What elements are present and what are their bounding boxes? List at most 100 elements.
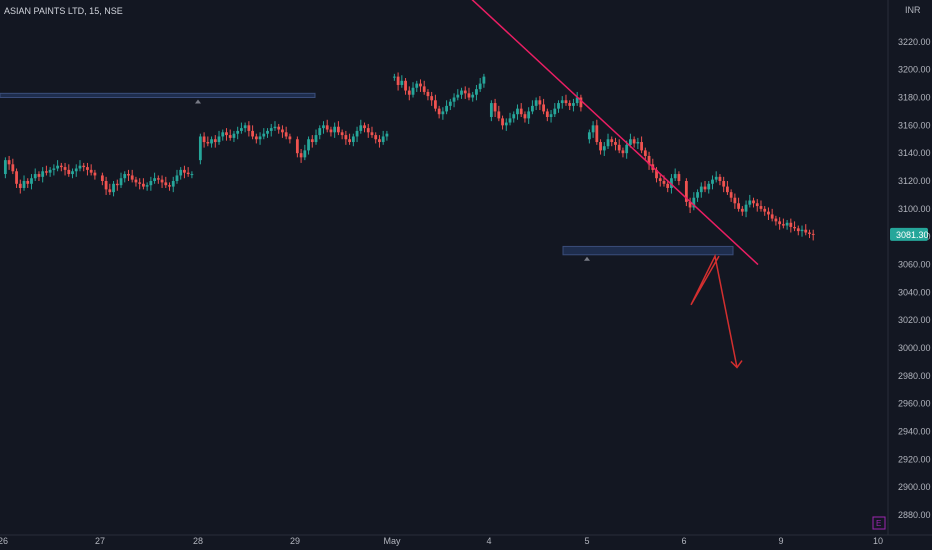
price-tick-label: 3180.00 [898, 93, 931, 103]
candle [774, 215, 778, 226]
events-badge-label[interactable]: E [876, 519, 881, 528]
candle [456, 89, 460, 101]
candle-body [643, 150, 647, 156]
currency-label: INR [905, 5, 921, 15]
candle-body [355, 130, 359, 137]
candle-body [104, 181, 108, 190]
candle-body [808, 232, 811, 234]
candle-body [310, 139, 314, 143]
candle [426, 89, 430, 101]
candle-body [572, 103, 575, 106]
price-tick-label: 3160.00 [898, 120, 931, 130]
candle-body [407, 90, 411, 95]
candle [351, 133, 355, 147]
candle [400, 75, 404, 88]
candle [504, 118, 508, 131]
candle [240, 122, 243, 134]
candle [134, 176, 138, 187]
candle-body [281, 129, 284, 133]
candle-body [183, 169, 186, 173]
price-axis[interactable]: 3220.00 3200.00 3180.00 3160.00 3140.00 3120.… [898, 37, 931, 520]
candle [153, 172, 156, 184]
candle-body [545, 111, 549, 117]
candle [688, 197, 692, 214]
zone-marker [195, 99, 201, 104]
candle-body [247, 125, 251, 131]
drawings [420, 0, 759, 369]
trendline[interactable] [420, 0, 759, 266]
events-badge[interactable]: E [872, 516, 886, 530]
support-zone[interactable] [562, 245, 734, 256]
candle [247, 121, 251, 137]
candle-body [512, 114, 516, 119]
support-zone[interactable] [0, 92, 316, 99]
last-price-badge-bg [890, 227, 928, 241]
candle [243, 122, 247, 133]
candle-body [108, 189, 112, 193]
candle [33, 168, 37, 182]
candle [415, 80, 419, 92]
candle-body [445, 105, 448, 112]
price-tick-label: 2920.00 [898, 454, 931, 464]
candle [411, 82, 415, 98]
candle-body [7, 160, 11, 165]
candle-body [800, 229, 804, 232]
candle [22, 175, 26, 191]
candle-body [692, 197, 696, 208]
candle-body [493, 103, 497, 112]
candle-body [452, 97, 456, 102]
candle [437, 105, 441, 119]
candle-body [737, 203, 740, 209]
candle [284, 126, 288, 140]
candle-body [629, 139, 632, 145]
candle [778, 217, 782, 230]
candle-body [396, 76, 400, 85]
candle [37, 171, 41, 182]
candle [59, 162, 63, 172]
candle [183, 165, 186, 179]
candle-body [696, 192, 699, 198]
candle-body [156, 178, 160, 180]
candle-body [318, 128, 322, 136]
candle [430, 91, 434, 106]
time-axis[interactable]: 26 27 28 29 May 4 5 6 9 10 [0, 536, 883, 546]
price-tick-label: 3040.00 [898, 287, 931, 297]
candle [726, 181, 729, 195]
candle-body [359, 125, 363, 131]
candle-body [774, 218, 778, 222]
candle-body [568, 103, 572, 106]
candle [722, 176, 726, 193]
candle-body [67, 169, 71, 175]
candle-body [112, 183, 115, 193]
candle [564, 94, 568, 106]
candle-body [82, 165, 86, 168]
candle [340, 129, 344, 140]
projection-path[interactable] [690, 253, 738, 368]
candle [714, 171, 718, 183]
support-zones [0, 92, 734, 261]
candle-body [560, 100, 564, 104]
candle-body [130, 175, 134, 180]
candle [100, 172, 104, 186]
candle-body [463, 90, 467, 94]
candle [636, 137, 640, 150]
candle-body [448, 101, 452, 106]
candle-body [337, 126, 340, 133]
candle [666, 181, 670, 193]
candle-body [519, 108, 523, 115]
candle-body [666, 183, 670, 188]
time-tick-label: 4 [486, 536, 491, 546]
candle-body [59, 165, 63, 168]
candle-body [640, 142, 643, 151]
candle-body [115, 183, 119, 186]
candle-body [254, 136, 258, 140]
candle [729, 189, 733, 202]
time-tick-label: 9 [778, 536, 783, 546]
candle [482, 73, 486, 88]
candle-body [190, 174, 194, 176]
events-badge-box[interactable] [872, 516, 886, 530]
candles [3, 72, 815, 241]
candle-body [240, 128, 243, 131]
